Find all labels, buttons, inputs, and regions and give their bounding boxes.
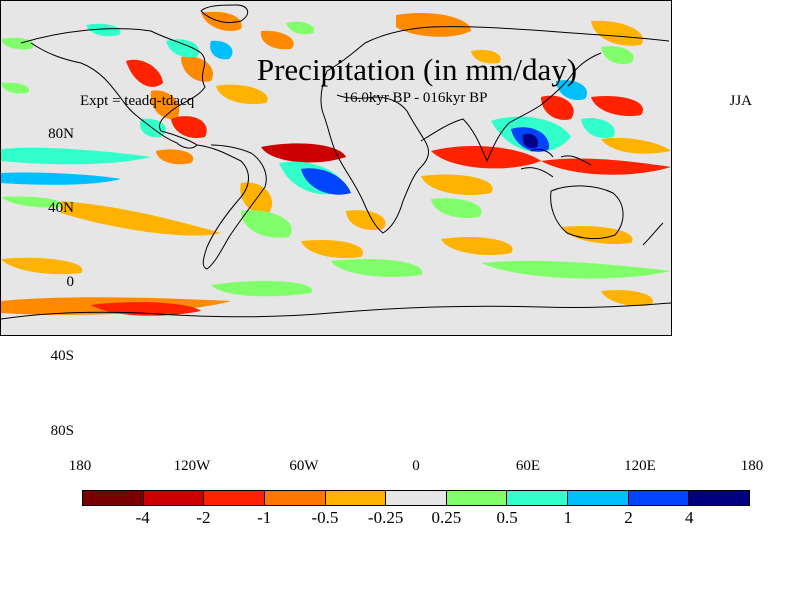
- page-title: Precipitation (in mm/day): [256, 52, 578, 87]
- colorbar-box: [689, 491, 750, 505]
- anomaly-patch: [286, 21, 315, 35]
- coastline: [420, 52, 602, 163]
- anomaly-patch: [601, 137, 671, 154]
- lon-label: 120W: [173, 458, 211, 474]
- lat-label: 40N: [48, 200, 74, 216]
- anomaly-patch: [1, 82, 30, 94]
- anomaly-patch: [1, 37, 34, 50]
- colorbar-label: -0.5: [311, 508, 339, 527]
- colorbar-label: 4: [685, 508, 694, 527]
- colorbar-box: [507, 491, 569, 505]
- coastline: [520, 148, 592, 178]
- anomaly-patch: [260, 30, 294, 50]
- precipitation-map: [1, 4, 671, 320]
- anomaly-patch: [86, 23, 121, 37]
- anomaly-patch: [61, 201, 221, 236]
- lat-label: 40S: [50, 348, 74, 364]
- anomaly-patch: [301, 239, 363, 259]
- colorbar-label: 2: [624, 508, 633, 527]
- anomaly-patch: [211, 280, 313, 297]
- map-plot: [0, 0, 672, 336]
- colorbar-label: 0.5: [496, 508, 518, 527]
- anomaly-patch: [210, 40, 233, 60]
- anomaly-patch: [601, 46, 634, 65]
- anomaly-patch: [346, 210, 386, 231]
- colorbar-box: [83, 491, 144, 505]
- anomaly-patch: [171, 116, 207, 139]
- anomaly-patch: [581, 118, 615, 139]
- colorbar-box: [143, 491, 205, 505]
- anomaly-patch: [1, 257, 83, 275]
- lon-label: 60E: [515, 458, 541, 474]
- anomaly-patch: [431, 198, 482, 219]
- anomaly-patch: [216, 84, 268, 105]
- colorbar-label: -2: [196, 508, 211, 527]
- anomaly-patch: [541, 158, 671, 175]
- lon-label: 120E: [624, 458, 656, 474]
- anomaly-patch: [240, 182, 273, 214]
- colorbar-label: -1: [257, 508, 272, 527]
- colorbar-box: [386, 491, 447, 505]
- anomaly-patch: [591, 20, 643, 46]
- experiment-label: Expt = teadq-tdacq: [80, 93, 195, 109]
- anomaly-patch: [156, 149, 194, 165]
- anomaly-patch: [431, 146, 541, 169]
- lon-label: 60W: [289, 458, 319, 474]
- colorbar: [82, 490, 750, 506]
- colorbar-box: [325, 491, 387, 505]
- anomaly-patch: [1, 196, 63, 208]
- colorbar-box: [628, 491, 690, 505]
- anomaly-patch: [261, 143, 346, 163]
- coastline: [30, 42, 178, 144]
- lon-label: 180: [68, 458, 92, 474]
- colorbar-box: [204, 491, 265, 505]
- coastline: [326, 26, 670, 72]
- lon-label: 180: [740, 458, 764, 474]
- anomaly-patch: [541, 95, 574, 120]
- colorbar-label: 1: [563, 508, 573, 527]
- anomaly-patch: [166, 39, 200, 58]
- coastline: [196, 144, 267, 270]
- colorbar-label: -4: [135, 508, 150, 527]
- lat-label: 80N: [48, 126, 74, 142]
- coastline: [320, 70, 429, 234]
- anomaly-patch: [1, 147, 151, 165]
- coastline: [642, 222, 664, 246]
- colorbar-box: [568, 491, 629, 505]
- coastline: [1, 302, 671, 320]
- lon-label: 0: [412, 458, 420, 474]
- colorbar-label: 0.25: [431, 508, 462, 527]
- coastline: [550, 185, 624, 240]
- season-label: JJA: [729, 93, 752, 109]
- anomaly-patch: [126, 59, 163, 87]
- anomaly-patch: [601, 289, 653, 307]
- anomaly-patch: [301, 168, 351, 195]
- colorbar-box: [446, 491, 508, 505]
- anomaly-patch: [396, 12, 471, 37]
- lat-label: 0: [66, 274, 75, 290]
- anomaly-patch: [1, 172, 121, 185]
- anomaly-patch: [561, 225, 633, 245]
- subtitle: 16.0kyr BP - 016kyr BP: [342, 90, 488, 106]
- anomaly-patch: [241, 210, 292, 238]
- colorbar-box: [264, 491, 326, 505]
- anomaly-patch: [471, 49, 501, 64]
- anomaly-patch: [522, 133, 539, 149]
- anomaly-patch: [481, 260, 671, 279]
- colorbar-label: -0.25: [367, 508, 404, 527]
- lat-label: 80S: [50, 423, 74, 439]
- coastline: [200, 4, 249, 24]
- coastlines: [1, 4, 671, 320]
- anomaly-patch: [150, 90, 180, 120]
- anomaly-patch: [421, 174, 493, 196]
- anomaly-patch: [591, 95, 643, 117]
- anomaly-patch: [441, 236, 513, 256]
- anomaly-patch: [331, 258, 423, 278]
- coastline: [20, 28, 206, 149]
